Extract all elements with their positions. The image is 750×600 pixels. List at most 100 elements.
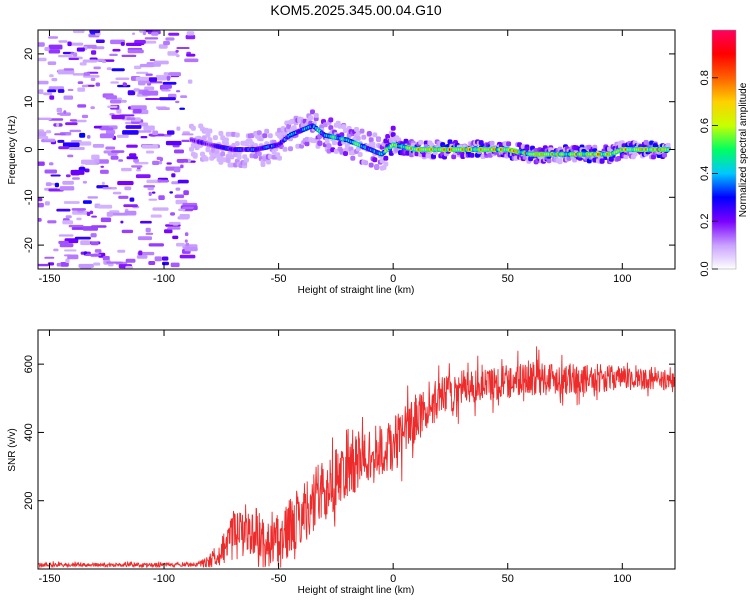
noise-cell xyxy=(48,49,61,54)
spectrogram-signal-core xyxy=(282,139,285,143)
noise-cell xyxy=(95,82,100,87)
noise-cell xyxy=(62,220,74,225)
spectrogram-signal-core xyxy=(384,149,387,152)
noise-cell xyxy=(129,197,135,202)
noise-cell xyxy=(171,173,176,178)
spectrogram-halo-cell xyxy=(359,128,365,134)
noise-cell xyxy=(158,195,165,200)
spectrogram-signal-core xyxy=(523,151,527,155)
spectrogram-halo-cell xyxy=(233,162,238,168)
spectrogram-signal-core xyxy=(291,133,294,136)
noise-cell xyxy=(118,159,124,162)
noise-cell xyxy=(148,191,152,196)
noise-cell xyxy=(44,47,50,51)
noise-cell xyxy=(105,95,117,100)
spectrogram-signal-core xyxy=(545,153,549,156)
noise-cell xyxy=(82,200,92,204)
noise-cell xyxy=(110,81,119,84)
noise-cell xyxy=(122,130,139,135)
noise-cell xyxy=(121,54,137,57)
noise-cell xyxy=(80,240,91,246)
noise-cell xyxy=(38,42,45,47)
noise-cell xyxy=(81,159,97,165)
spectrogram-halo-cell xyxy=(332,140,337,146)
noise-cell xyxy=(182,206,194,209)
spectrogram-signal-core xyxy=(639,148,642,151)
noise-cell xyxy=(135,174,151,179)
noise-cell xyxy=(187,79,193,84)
noise-cell xyxy=(132,32,136,35)
noise-cell xyxy=(168,72,181,77)
noise-cell xyxy=(77,104,87,108)
spectrogram-signal-core xyxy=(417,148,420,151)
spectrogram-signal-core xyxy=(287,135,290,138)
spectrogram-halo-cell xyxy=(266,159,271,165)
noise-cell xyxy=(133,158,139,163)
noise-cell xyxy=(83,72,91,76)
noise-cell xyxy=(181,139,191,142)
noise-cell xyxy=(147,187,154,191)
noise-cell xyxy=(161,89,171,92)
noise-cell xyxy=(158,44,168,49)
noise-cell xyxy=(51,78,58,82)
noise-cell xyxy=(170,262,180,268)
noise-cell xyxy=(38,161,45,166)
spectrogram-signal-core xyxy=(230,148,233,151)
noise-cell xyxy=(89,210,94,215)
noise-cell xyxy=(90,233,97,238)
noise-cell xyxy=(131,165,143,168)
spectrogram-signal-core xyxy=(351,141,354,144)
spectrogram-signal-core xyxy=(252,148,255,151)
noise-cell xyxy=(185,34,196,40)
noise-cell xyxy=(63,95,74,100)
spec-x-tick-label: 0 xyxy=(390,273,396,285)
noise-cell xyxy=(149,59,156,61)
spectrogram-signal-core xyxy=(217,145,221,148)
noise-cell xyxy=(77,81,84,84)
noise-cell xyxy=(158,160,163,165)
noise-cell xyxy=(184,58,199,63)
spectrogram-halo-cell xyxy=(220,151,226,157)
spectrogram-signal-core xyxy=(296,130,299,134)
noise-cell xyxy=(111,68,125,72)
noise-cell xyxy=(159,157,163,162)
noise-cell xyxy=(167,51,178,56)
noise-cell xyxy=(121,167,132,172)
spectrogram-signal-core xyxy=(529,153,532,156)
noise-cell xyxy=(176,47,190,49)
noise-cell xyxy=(111,150,125,153)
noise-cell xyxy=(126,117,136,121)
noise-cell xyxy=(85,253,102,256)
spectrogram-signal-core xyxy=(485,148,488,151)
snr-x-tick-label: 50 xyxy=(502,573,514,585)
spectrogram-signal-core xyxy=(406,146,409,149)
spectrogram-signal-core xyxy=(412,147,415,151)
spectrogram-signal-core xyxy=(316,128,320,131)
noise-cell xyxy=(48,162,54,166)
noise-cell xyxy=(176,242,185,247)
spectrogram-signal-core xyxy=(666,148,670,151)
spectrogram-signal-core xyxy=(428,148,431,151)
spectrogram-signal-core xyxy=(472,148,475,151)
noise-cell xyxy=(153,62,161,67)
noise-cell xyxy=(49,95,55,100)
noise-cell xyxy=(59,186,75,191)
noise-cell xyxy=(157,107,170,110)
noise-cell xyxy=(145,73,153,76)
noise-cell xyxy=(73,30,85,34)
noise-cell xyxy=(110,155,119,160)
snr-y-axis-label: SNR (v/v) xyxy=(7,428,18,471)
noise-cell xyxy=(174,194,185,199)
noise-cell xyxy=(172,235,179,240)
spectrogram-signal-core xyxy=(401,145,404,148)
spectrogram-signal-core xyxy=(278,142,281,146)
spectrogram-signal-core xyxy=(661,148,664,151)
spectrogram-halo-cell xyxy=(557,159,563,165)
noise-cell xyxy=(79,132,86,138)
spectrogram-halo-cell xyxy=(366,131,372,137)
spectrogram-halo-cell xyxy=(489,140,495,146)
noise-cell xyxy=(139,30,144,33)
noise-cell xyxy=(38,136,49,139)
colorbar-ticks: 0.0 0.2 0.4 0.6 0.8 xyxy=(699,70,718,277)
spectrogram-halo-cell xyxy=(599,158,605,164)
